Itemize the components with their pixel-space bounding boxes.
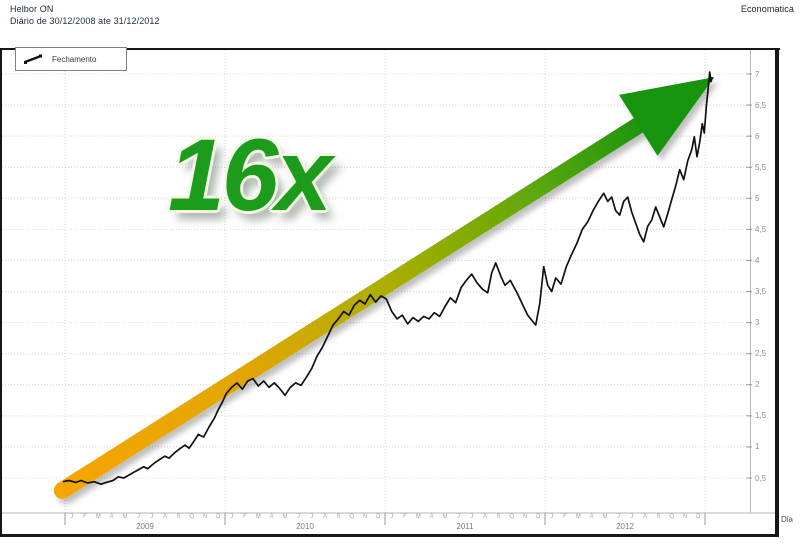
trend-arrow-head	[619, 77, 715, 156]
x-axis-title: Dia	[781, 515, 794, 524]
multiplier-annotation: 16x	[168, 118, 332, 232]
trend-arrow	[53, 77, 715, 499]
legend-label: Fechamento	[52, 54, 97, 64]
price-line	[62, 71, 714, 486]
chart-title: Helbor ON	[10, 4, 54, 14]
chart-subtitle: Diário de 30/12/2008 ate 31/12/2012	[10, 16, 160, 26]
line-series-icon	[24, 54, 42, 64]
legend-box: Fechamento	[15, 47, 127, 71]
brand-label: Economatica	[740, 4, 794, 14]
